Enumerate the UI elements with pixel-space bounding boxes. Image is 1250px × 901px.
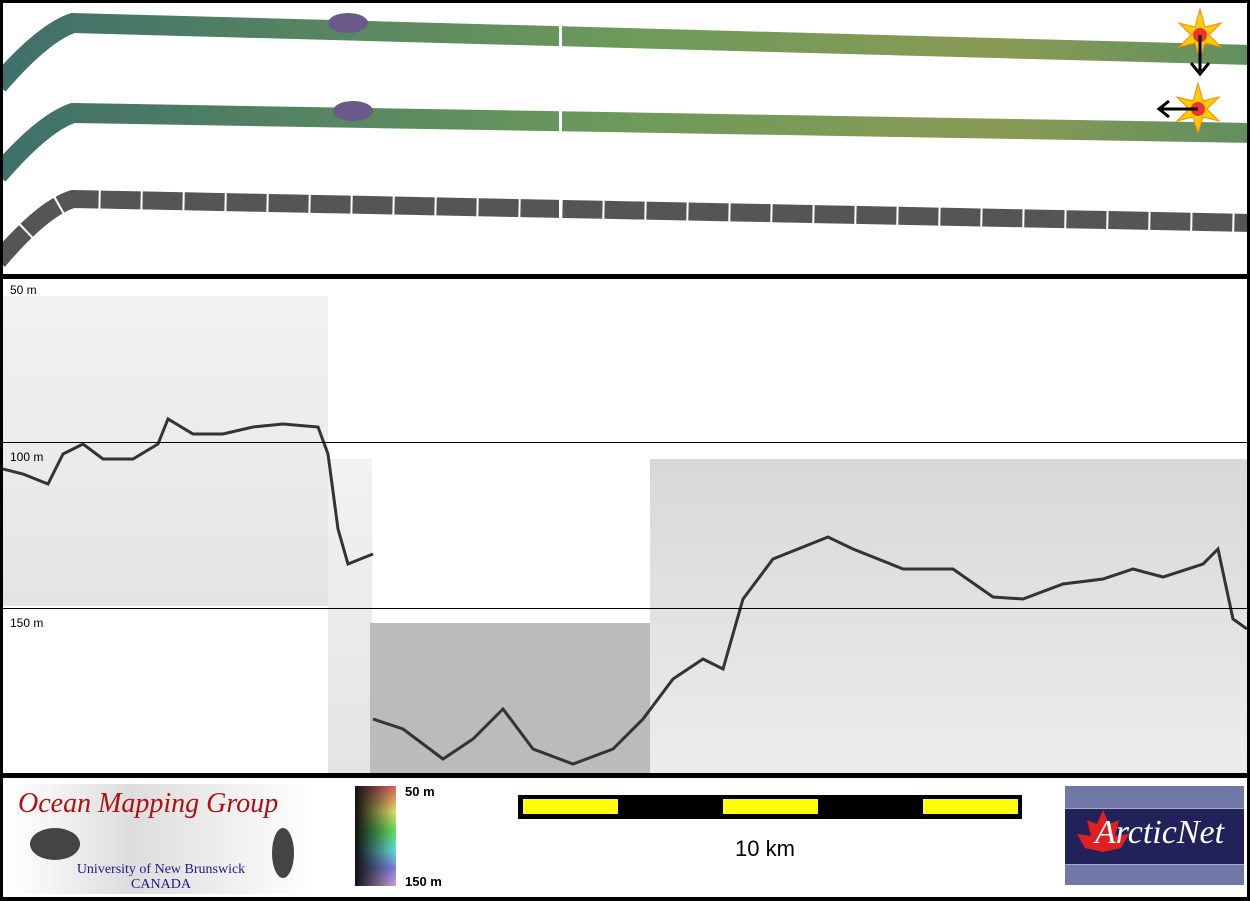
purple-patch [328,13,368,33]
swath-tracks [0,7,1250,268]
swath-track-2 [0,102,1250,182]
omg-logo: Ocean Mapping Group University of New Br… [10,784,312,894]
depth-label-150: 150 m [10,616,44,630]
legend-panel: Ocean Mapping Group University of New Br… [3,778,1247,897]
omg-logo-shape [272,828,294,878]
omg-logo-line1: University of New Brunswick [76,862,246,877]
swath-map-panel [0,3,1250,274]
color-scale-top-label: 50 m [405,784,435,799]
omg-logo-line2: CANADA [131,877,191,892]
depth-label-100: 100 m [10,450,44,464]
maple-leaf-icon [1077,810,1129,852]
echogram-section [3,296,328,606]
seafloor-line [372,535,1247,766]
purple-patch [333,101,373,121]
arcticnet-logo-title: ArcticNet [1095,814,1225,851]
depth-gridline [3,442,1247,443]
arrow-down-icon [1189,35,1211,77]
swath-track-1 [0,12,1250,92]
seafloor-profile [3,416,1247,766]
echogram-panel: 50 m 100 m 150 m [3,279,1247,773]
omg-logo-shape [30,828,80,860]
seafloor-line [3,416,374,567]
depth-color-scale [355,786,396,886]
arrow-left-icon [1156,99,1198,119]
depth-label-50: 50 m [10,283,37,297]
scale-bar-segment [923,799,1018,814]
echogram-section [650,459,1247,773]
color-scale-bottom-label: 150 m [405,874,442,889]
scale-bar-label: 10 km [735,836,795,861]
echogram-section [370,623,650,773]
scale-bar-segment [523,799,618,814]
scale-bar [518,795,1022,819]
omg-logo-title: Ocean Mapping Group [18,788,279,819]
arcticnet-logo: ArcticNet [1065,786,1244,885]
depth-gridline [3,608,1247,609]
scale-bar-segment [723,799,818,814]
swath-track-3 [0,189,1250,267]
